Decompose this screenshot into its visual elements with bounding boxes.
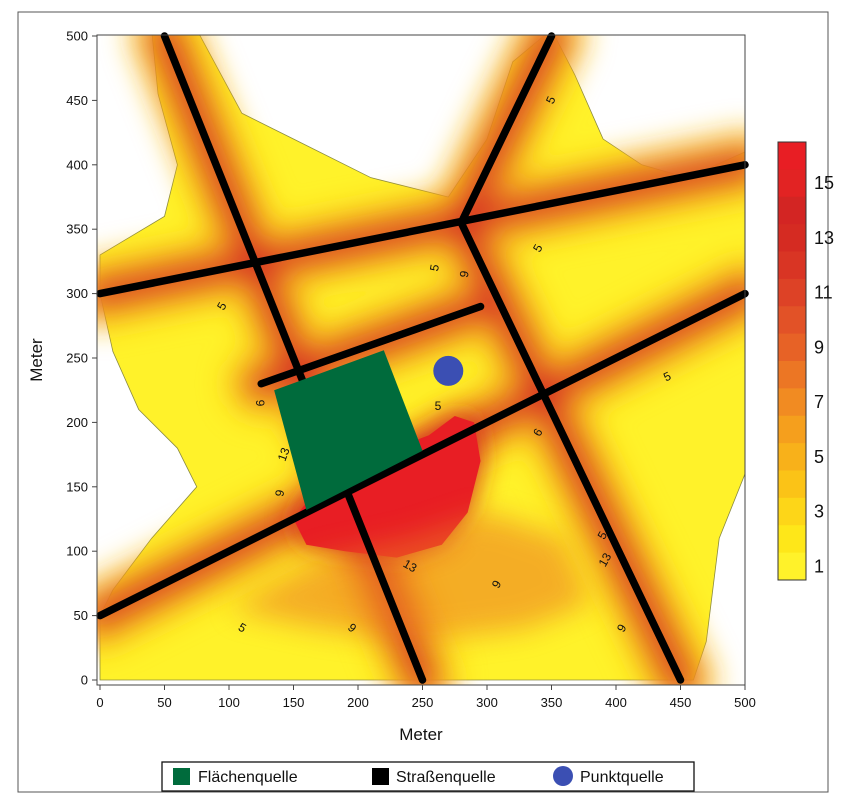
colorbar-band-11	[778, 278, 806, 307]
contour-label-8: 6	[253, 399, 267, 406]
y-tick-label-450: 450	[66, 93, 88, 108]
x-tick-label-400: 400	[605, 695, 627, 710]
legend: Flächenquelle Straßenquelle Punktquelle	[161, 761, 695, 792]
y-tick-label-200: 200	[66, 415, 88, 430]
y-tick-label-100: 100	[66, 544, 88, 559]
colorbar-band-2	[778, 525, 806, 554]
colorbar-label-11: 11	[814, 283, 833, 303]
colorbar-label-1: 1	[814, 556, 824, 576]
x-tick-label-50: 50	[157, 695, 171, 710]
colorbar-band-13	[778, 224, 806, 252]
colorbar-label-5: 5	[814, 447, 824, 467]
y-tick-label-250: 250	[66, 351, 88, 366]
colorbar-band-7	[778, 388, 806, 417]
legend-label-point-source: Punktquelle	[580, 769, 664, 786]
road-source-line-6	[257, 302, 485, 388]
y-axis-label: Meter	[27, 338, 46, 382]
x-axis-label: Meter	[399, 725, 443, 744]
contour-label-9: 13	[275, 445, 293, 463]
figure-frame	[17, 11, 829, 793]
legend-label-road-source: Straßenquelle	[396, 769, 496, 786]
colorbar-band-10	[778, 306, 806, 335]
road-source-line-1	[160, 32, 427, 684]
colorbar-band-15	[778, 169, 806, 198]
road-source-line-5	[96, 289, 749, 620]
x-tick-label-450: 450	[670, 695, 692, 710]
colorbar-band-8	[778, 361, 806, 389]
colorbar-band-4	[778, 470, 806, 499]
point-source-marker	[433, 355, 464, 386]
colorbar-label-3: 3	[814, 502, 824, 522]
x-tick-label-100: 100	[218, 695, 240, 710]
road-source-line-2	[457, 32, 556, 227]
colorbar-label-9: 9	[814, 337, 824, 357]
area-source-polygon	[274, 350, 423, 510]
colorbar-label-7: 7	[814, 392, 824, 412]
y-tick-label-0: 0	[81, 673, 88, 688]
colorbar-label-15: 15	[814, 173, 834, 193]
colorbar-band-9	[778, 333, 806, 362]
colorbar-band-1	[778, 552, 806, 581]
y-tick-label-350: 350	[66, 222, 88, 237]
colorbar-band-16	[778, 142, 806, 170]
x-tick-label-500: 500	[734, 695, 756, 710]
colorbar-band-5	[778, 443, 806, 471]
falloff-zone	[229, 512, 591, 642]
colorbar-border	[777, 141, 807, 581]
x-tick-label-300: 300	[476, 695, 498, 710]
y-tick-label-500: 500	[66, 29, 88, 44]
x-tick-label-200: 200	[347, 695, 369, 710]
contour-label-3: 9	[457, 269, 472, 278]
contour-label-10: 9	[272, 488, 287, 497]
colorbar-band-14	[778, 196, 806, 225]
contour-label-2: 5	[427, 263, 442, 272]
contour-label-7: 5	[435, 399, 442, 413]
x-tick-label-0: 0	[96, 695, 103, 710]
x-tick-label-150: 150	[283, 695, 305, 710]
y-tick-label-50: 50	[74, 608, 88, 623]
x-tick-label-350: 350	[541, 695, 563, 710]
road-source-line-3	[457, 219, 685, 684]
contour-label-14: 13	[401, 557, 420, 576]
colorbar: 15 13 11 9 7 5 3 1	[777, 141, 834, 581]
legend-swatch-road-source	[372, 768, 389, 785]
colorbar-band-6	[778, 415, 806, 444]
contour-label-13: 13	[596, 550, 615, 569]
axes: 0 50 100 150 200 250 300 350 400 450 500 0 50 100 150 2…	[66, 29, 756, 711]
x-tick-label-250: 250	[412, 695, 434, 710]
colorbar-band-12	[778, 251, 806, 280]
y-tick-label-400: 400	[66, 157, 88, 172]
plot-border	[96, 34, 746, 686]
legend-box	[161, 761, 695, 792]
road-source-line-4	[96, 161, 749, 298]
colorbar-band-3	[778, 497, 806, 526]
y-tick-label-150: 150	[66, 479, 88, 494]
legend-swatch-point-source	[553, 766, 573, 786]
colorbar-label-13: 13	[814, 228, 834, 248]
legend-label-area-source: Flächenquelle	[198, 769, 298, 786]
legend-swatch-area-source	[173, 768, 190, 785]
y-tick-label-300: 300	[66, 286, 88, 301]
